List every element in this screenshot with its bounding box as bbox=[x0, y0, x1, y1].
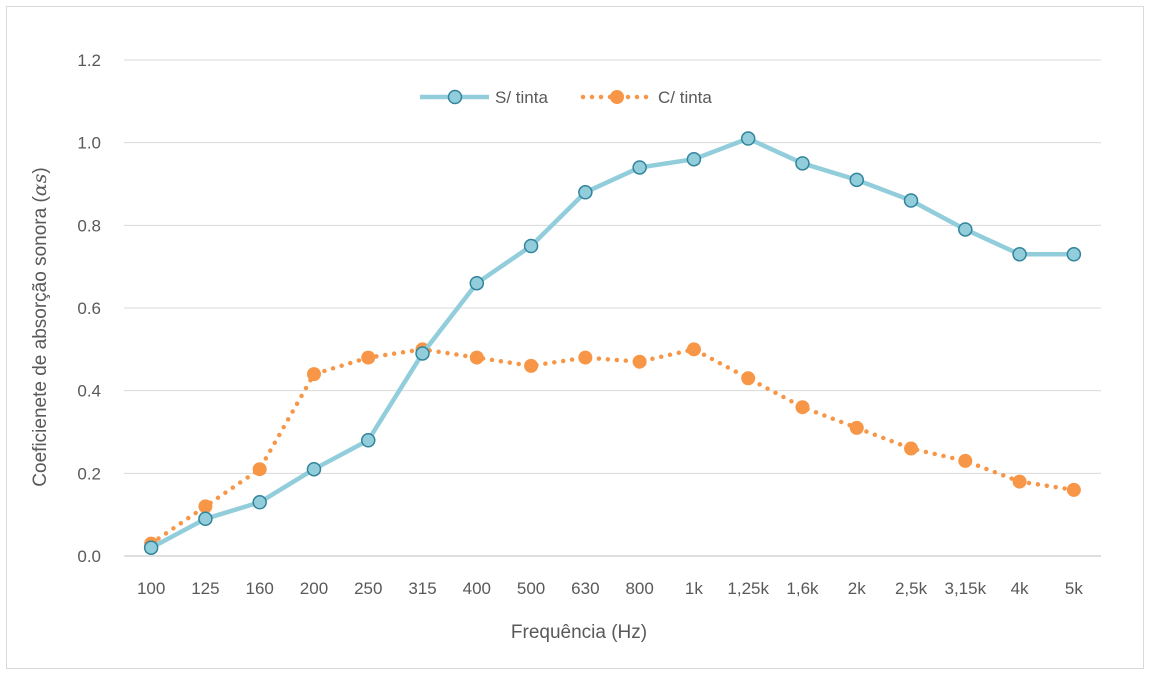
data-point bbox=[1012, 474, 1027, 489]
data-point bbox=[469, 350, 484, 365]
x-tick-label: 500 bbox=[517, 579, 545, 598]
data-point bbox=[1066, 482, 1081, 497]
x-tick-label: 3,15k bbox=[945, 579, 987, 598]
x-tick-label: 1,6k bbox=[786, 579, 819, 598]
data-point bbox=[306, 461, 322, 477]
x-tick-label: 630 bbox=[571, 579, 599, 598]
x-axis-ticks: 100 125 160 200 250 315 400 500 630 800 1k 1,25k 1,6… bbox=[137, 579, 1083, 598]
y-tick-label: 0.4 bbox=[77, 382, 101, 401]
chart-frame bbox=[6, 6, 1144, 669]
data-point bbox=[198, 511, 213, 527]
series-c-tinta bbox=[144, 342, 1081, 551]
data-point bbox=[958, 222, 973, 237]
data-point bbox=[469, 275, 485, 291]
data-point bbox=[741, 371, 756, 386]
y-tick-label: 0.8 bbox=[77, 216, 101, 235]
data-point bbox=[252, 495, 267, 510]
y-tick-label: 1.0 bbox=[77, 134, 101, 153]
x-axis-title: Frequência (Hz) bbox=[511, 622, 647, 643]
x-tick-label: 800 bbox=[625, 579, 653, 598]
series-line bbox=[150, 136, 1074, 550]
y-tick-label: 1.2 bbox=[77, 51, 101, 70]
data-point bbox=[361, 350, 376, 365]
x-tick-label: 400 bbox=[463, 579, 491, 598]
data-point bbox=[904, 441, 919, 456]
x-tick-label: 100 bbox=[137, 579, 165, 598]
data-point bbox=[795, 156, 810, 171]
data-point bbox=[578, 350, 593, 365]
data-point bbox=[1066, 247, 1082, 262]
x-tick-label: 4k bbox=[1011, 579, 1029, 598]
x-tick-label: 200 bbox=[300, 579, 328, 598]
y-axis-title-close: ) bbox=[30, 167, 51, 173]
gridlines bbox=[124, 59, 1101, 557]
data-point bbox=[686, 342, 701, 357]
series-group bbox=[143, 131, 1082, 555]
data-point bbox=[415, 346, 430, 361]
data-point bbox=[252, 462, 267, 477]
y-axis-title-main: Coeficienete de absorção sonora ( bbox=[30, 196, 51, 487]
legend-label: S/ tinta bbox=[495, 88, 548, 107]
legend: S/ tinta C/ tinta bbox=[420, 88, 712, 107]
data-point bbox=[306, 367, 321, 382]
x-tick-label: 2,5k bbox=[895, 579, 928, 598]
x-tick-label: 1,25k bbox=[727, 579, 769, 598]
legend-item-c-tinta: C/ tinta bbox=[580, 88, 712, 107]
data-point bbox=[361, 433, 376, 448]
legend-swatch-marker bbox=[447, 89, 463, 105]
x-tick-label: 2k bbox=[848, 579, 866, 598]
x-tick-label: 125 bbox=[191, 579, 219, 598]
legend-label: C/ tinta bbox=[658, 88, 712, 107]
x-tick-label: 160 bbox=[246, 579, 274, 598]
x-tick-label: 5k bbox=[1065, 579, 1083, 598]
y-axis-ticks: 0.0 0.2 0.4 0.6 0.8 1.0 1.2 bbox=[77, 51, 101, 566]
data-point bbox=[524, 358, 539, 373]
legend-swatch-marker bbox=[610, 90, 624, 104]
y-tick-label: 0.0 bbox=[77, 547, 101, 566]
data-point bbox=[198, 499, 213, 514]
data-point bbox=[686, 151, 702, 167]
series-line bbox=[148, 346, 1077, 546]
data-point bbox=[958, 453, 973, 468]
y-axis-title: Coeficienete de absorção sonora (αs) bbox=[29, 167, 51, 486]
data-point bbox=[578, 185, 593, 200]
data-point bbox=[143, 540, 159, 555]
data-point bbox=[903, 193, 919, 208]
x-tick-label: 1k bbox=[685, 579, 703, 598]
legend-item-s-tinta: S/ tinta bbox=[420, 88, 548, 107]
data-point bbox=[740, 131, 756, 146]
data-point bbox=[632, 160, 647, 175]
x-tick-label: 315 bbox=[408, 579, 436, 598]
data-point bbox=[849, 172, 864, 188]
data-point bbox=[523, 238, 539, 254]
y-tick-label: 0.2 bbox=[77, 464, 101, 483]
y-axis-title-symbol: αs bbox=[29, 173, 51, 196]
data-point bbox=[795, 400, 810, 415]
data-point bbox=[632, 354, 647, 369]
y-tick-label: 0.6 bbox=[77, 299, 101, 318]
data-point bbox=[849, 420, 864, 435]
x-tick-label: 250 bbox=[354, 579, 382, 598]
data-point bbox=[1012, 247, 1027, 262]
series-s-tinta bbox=[143, 131, 1082, 555]
